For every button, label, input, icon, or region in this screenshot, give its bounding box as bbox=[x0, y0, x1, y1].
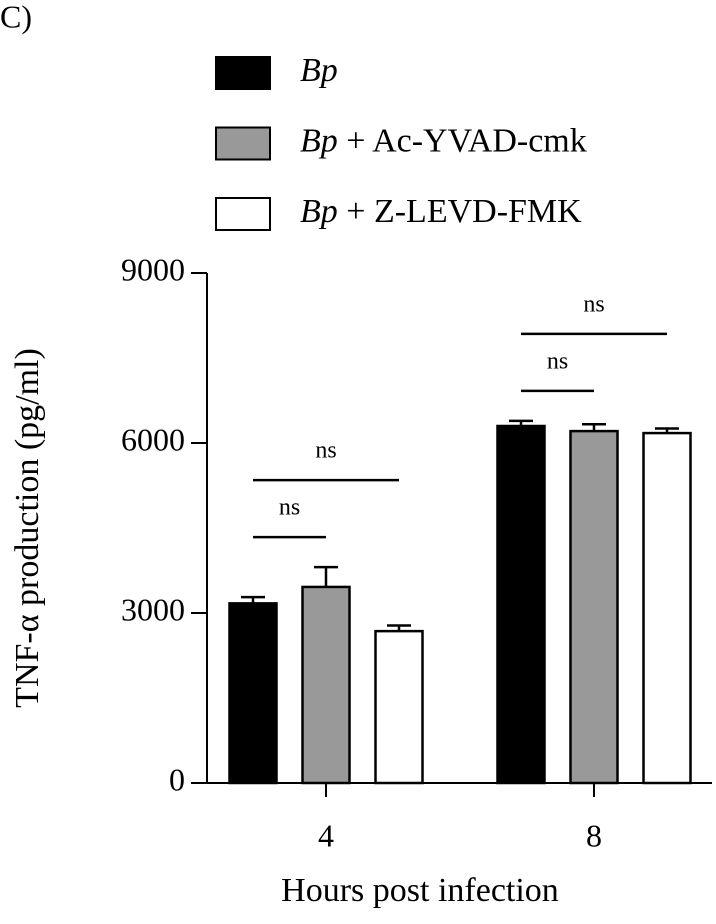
legend-swatch bbox=[215, 197, 271, 231]
y-tick-label: 0 bbox=[169, 761, 185, 797]
bar bbox=[374, 629, 424, 785]
legend-swatch bbox=[215, 126, 271, 161]
x-tick-label: 8 bbox=[586, 817, 602, 853]
bar bbox=[642, 431, 692, 785]
x-axis-label: Hours post infection bbox=[281, 872, 559, 909]
legend-swatch bbox=[215, 56, 271, 90]
y-tick-label: 3000 bbox=[121, 591, 185, 627]
panel-label: C) bbox=[0, 0, 32, 34]
significance-label: ns bbox=[547, 348, 568, 374]
x-tick-label: 4 bbox=[318, 817, 334, 853]
significance-label: ns bbox=[583, 291, 604, 317]
y-tick-label: 9000 bbox=[121, 251, 185, 287]
legend-label: Bp bbox=[300, 52, 338, 89]
significance-label: ns bbox=[279, 495, 300, 521]
y-tick-label: 6000 bbox=[121, 421, 185, 457]
bar bbox=[228, 602, 278, 785]
legend-label: Bp + Z-LEVD-FMK bbox=[300, 193, 582, 230]
legend-label: Bp + Ac-YVAD-cmk bbox=[300, 122, 587, 159]
significance-label: ns bbox=[315, 438, 336, 464]
y-axis-label: TNF-α production (pg/ml) bbox=[9, 348, 46, 708]
bar bbox=[569, 429, 619, 785]
bar bbox=[496, 424, 546, 785]
bar bbox=[301, 585, 351, 785]
